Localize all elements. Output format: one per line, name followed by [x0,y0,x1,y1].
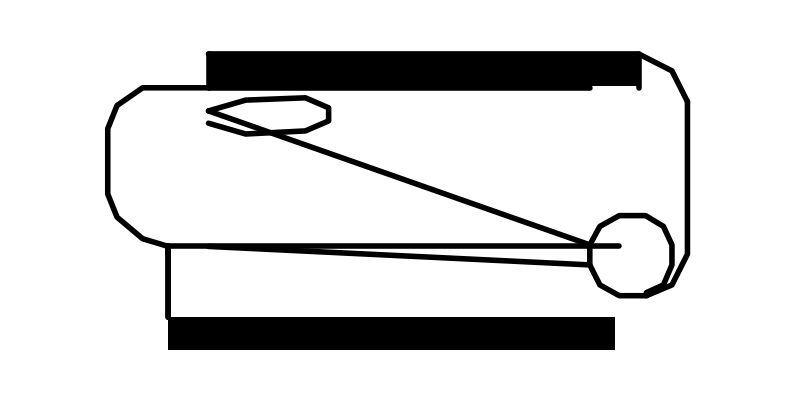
Bar [209,52,638,86]
Bar [168,317,615,349]
